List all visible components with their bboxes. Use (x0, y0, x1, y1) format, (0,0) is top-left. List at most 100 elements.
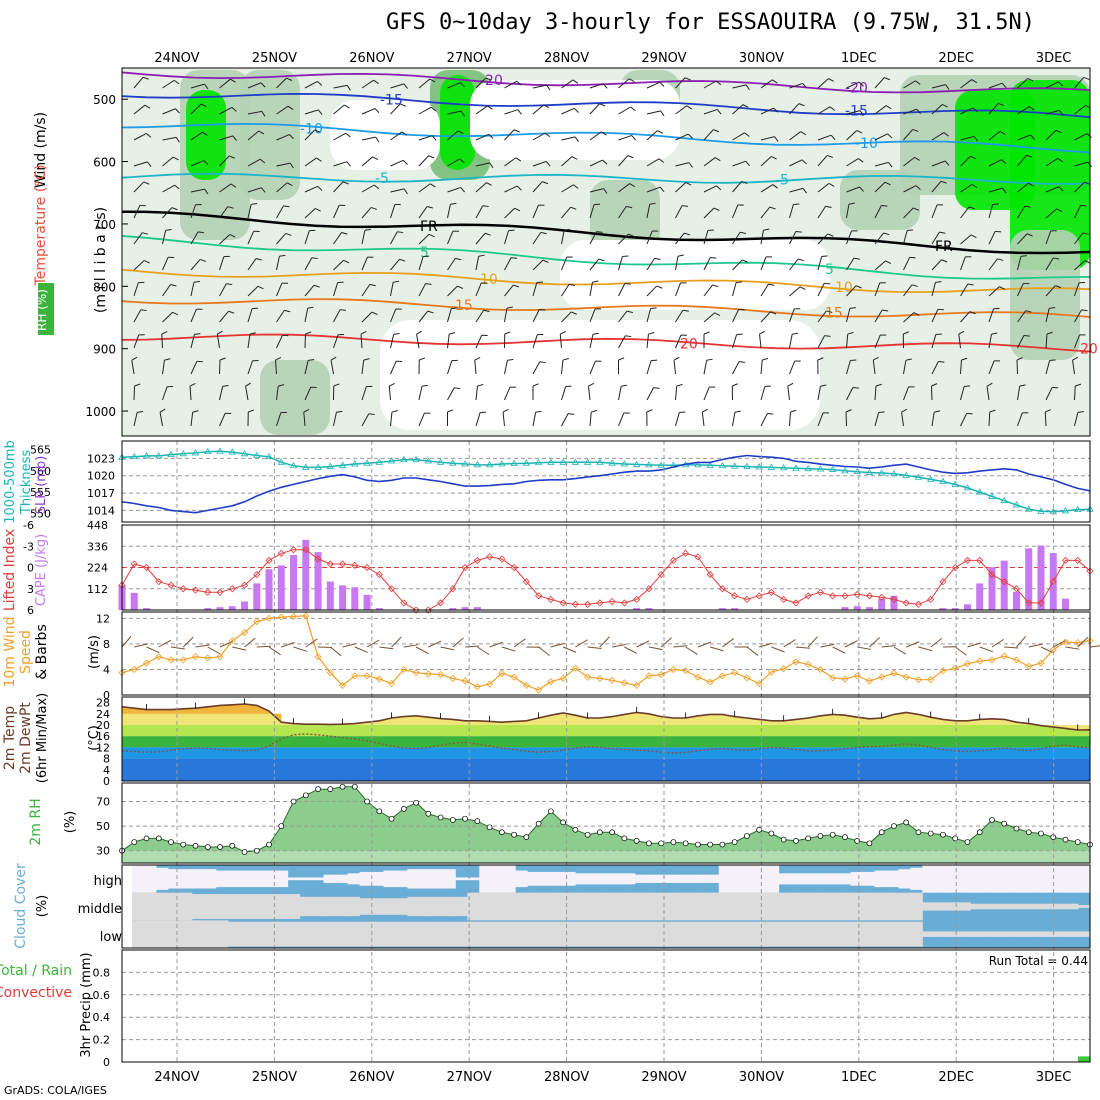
thickness-marker (130, 452, 138, 460)
wind-barb (817, 182, 830, 193)
rh2m-marker (780, 836, 787, 843)
wind-barb (589, 282, 593, 297)
wind-barb-flag (1026, 233, 1033, 237)
wind-speed-marker (326, 669, 334, 677)
wind-barb-flag (1049, 359, 1056, 361)
cloud-cell (658, 874, 672, 883)
wind-barb (162, 108, 176, 115)
cloud-cell (1078, 905, 1091, 908)
cloud-cell (1054, 865, 1067, 893)
wind-barb-10m (783, 639, 796, 648)
rh2m-marker (302, 792, 309, 799)
wind-barb-flag (1046, 331, 1053, 335)
wind-barb (931, 180, 942, 193)
cape-bar (461, 607, 469, 610)
isotherm-label: 20 (1080, 342, 1098, 358)
cloud-cell (215, 920, 229, 948)
wind-barb-flag (474, 356, 481, 361)
wind-barb (872, 360, 876, 375)
wind-barb (504, 257, 512, 271)
wind-barb (846, 204, 850, 219)
wind-barb-10m (329, 646, 342, 657)
temp-tick: 8 (103, 753, 110, 766)
wind-barb (532, 334, 538, 349)
wind-barb (703, 230, 709, 245)
wind-barb (588, 386, 591, 401)
wind-barb-flag (970, 234, 977, 239)
cloud-cell (622, 892, 636, 921)
wind-barb-flag (546, 84, 551, 91)
wind-barb-flag (343, 259, 350, 264)
wind-barb (646, 130, 658, 141)
wind-barb-flag (536, 281, 543, 284)
lifted-index-marker (669, 556, 677, 564)
lifted-index-marker (535, 592, 543, 600)
wind-barb-flag (592, 280, 599, 283)
temp-ylabel-unit: (°C) (87, 725, 102, 751)
wind-barb (247, 187, 262, 193)
wind-barb (846, 285, 857, 297)
wind-barb-flag (222, 385, 229, 387)
wind-barb-flag (372, 156, 379, 161)
wind-barb-flag (285, 232, 292, 236)
wind-barb-flag (403, 83, 408, 89)
wind-barb (304, 185, 318, 193)
lifted-index-marker (657, 571, 665, 579)
lifted-index-marker (363, 563, 371, 572)
isotherm-label: 5 (420, 245, 429, 261)
wind-barb (874, 260, 886, 271)
cloud-cell (922, 865, 935, 893)
cloud-cell (611, 921, 624, 947)
wind-barb (247, 130, 260, 141)
cape-bar (1000, 560, 1008, 610)
wind-barb-flag (170, 284, 177, 287)
cloud-cell (934, 931, 947, 937)
wind-speed-marker (584, 673, 592, 681)
cloud-cell (227, 870, 241, 888)
isotherm-line (121, 122, 1091, 154)
wind-barb-flag (363, 358, 370, 361)
thickness-marker (363, 459, 371, 466)
wind-barb-flag (742, 104, 749, 108)
wind-barb-flag (972, 107, 978, 113)
wind-barb-flag (646, 409, 653, 413)
wind-barb-flag (973, 136, 978, 142)
cloud-cell (299, 877, 313, 881)
thickness-marker (167, 450, 175, 458)
wind-barb-flag (175, 137, 180, 143)
wind-barb-flag (682, 309, 689, 312)
wind-barb-flag (888, 162, 893, 168)
wind-barb-flag (828, 78, 834, 82)
wind-barb-flag (745, 84, 750, 91)
wind-ylabel-a: 10m Wind (2, 616, 18, 687)
lifted-index-marker (375, 571, 383, 579)
wind-barb-flag (542, 259, 549, 263)
wind-barb-flag (762, 357, 769, 361)
rh2m-marker (253, 847, 260, 854)
temp-tick: 12 (96, 741, 110, 754)
wind-barb-flag (428, 233, 435, 238)
wind-barb-flag (540, 231, 547, 235)
wind-barb-10m (489, 641, 503, 648)
thickness-marker (387, 457, 396, 464)
cloud-cell (311, 921, 325, 947)
wind-barb-10m (807, 636, 818, 648)
wind-barb-flag (419, 357, 426, 361)
wind-barb (390, 231, 398, 245)
wind-barb-flag (797, 258, 805, 262)
wind-barb-flag (227, 206, 234, 209)
rh-dry-area (380, 320, 820, 430)
wind-barb (475, 232, 486, 245)
cloud-cell (515, 870, 528, 888)
wind-barb-flag (532, 383, 539, 387)
wind-barb-flag (968, 206, 976, 210)
wind-speed-marker (1025, 662, 1033, 670)
rh2m-marker (829, 831, 836, 838)
wind-barb-flag (941, 259, 948, 263)
wind-tick: 8 (103, 638, 110, 651)
wind-barb (447, 258, 456, 271)
wind-barb-flag (903, 331, 909, 335)
wind-barb (760, 360, 763, 375)
wind-barb-flag (911, 284, 918, 287)
temp-band (122, 747, 1090, 759)
